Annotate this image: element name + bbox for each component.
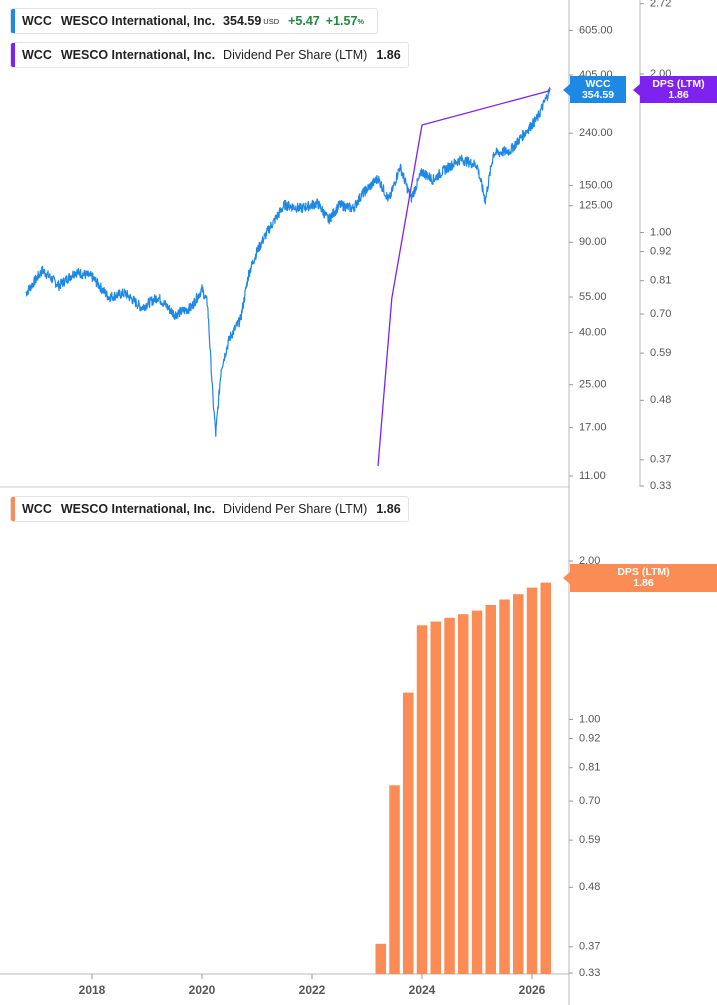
dps-bar[interactable] [513, 594, 524, 974]
bar-axis-label: 2.00 [579, 555, 600, 567]
dps-bottom-tag: DPS (LTM) 1.86 [570, 564, 717, 592]
bar-axis-label: 0.81 [579, 762, 600, 774]
dps-axis-label: 0.59 [650, 347, 671, 359]
legend-dps[interactable]: WCC WESCO International, Inc. Dividend P… [10, 42, 409, 68]
legend-bar[interactable]: WCC WESCO International, Inc. Dividend P… [10, 496, 409, 522]
time-axis-label: 2020 [189, 983, 216, 997]
legend-change-pct: +1.57 [325, 14, 358, 28]
legend-bar-company: WESCO International, Inc. [60, 502, 216, 516]
time-axis-label: 2024 [409, 983, 436, 997]
dps-bottom-tag-value: 1.86 [633, 577, 654, 589]
wcc-tag-value: 354.59 [581, 88, 615, 101]
legend-company: WESCO International, Inc. [60, 14, 216, 28]
dps-series-swatch [11, 43, 15, 67]
price-axis-label: 240.00 [579, 127, 613, 139]
legend-pct-sign: % [357, 16, 365, 26]
bar-axis-label: 0.33 [579, 967, 600, 979]
wcc-price-tag: WCC 354.59 [570, 76, 626, 103]
bar-series-swatch [11, 497, 15, 521]
dps-top-tag: DPS (LTM) 1.86 [640, 76, 717, 103]
dps-bar[interactable] [526, 587, 538, 974]
price-axis-label: 125.00 [579, 200, 613, 212]
dps-bar[interactable] [389, 785, 400, 974]
legend-bar-metric: Dividend Per Share (LTM) [223, 502, 368, 516]
bar-axis-label: 1.00 [579, 713, 600, 725]
wcc-tag-name: WCC [585, 77, 611, 90]
time-axis-label: 2022 [299, 983, 326, 997]
legend-price-value: 354.59 [223, 14, 262, 28]
wcc-price-line[interactable] [25, 87, 551, 437]
dps-bar[interactable] [444, 617, 455, 974]
bar-axis-label: 0.92 [579, 732, 600, 744]
dps-bar[interactable] [375, 943, 387, 974]
bar-axis-label: 0.37 [579, 941, 600, 953]
dps-bar[interactable] [540, 582, 552, 974]
price-axis-label: 11.00 [579, 470, 606, 482]
bar-axis-label: 0.48 [579, 881, 600, 893]
dps-bar[interactable] [471, 610, 483, 974]
price-axis-label: 90.00 [579, 236, 607, 248]
dps-tag-pointer [633, 84, 640, 96]
time-axis-label: 2018 [79, 983, 106, 997]
time-axis-label: 2026 [519, 983, 546, 997]
dps-axis-label: 1.00 [650, 226, 671, 238]
dps-bottom-tag-name: DPS (LTM) [617, 566, 670, 578]
price-axis-label: 150.00 [579, 179, 613, 191]
dps-bar[interactable] [458, 614, 469, 974]
dps-axis-label: 0.37 [650, 454, 671, 466]
price-axis-label: 55.00 [579, 291, 607, 303]
price-axis-label: 40.00 [579, 326, 607, 338]
dps-bar[interactable] [499, 599, 510, 975]
dps-axis-label: 2.72 [650, 0, 671, 10]
bar-axis-label: 0.70 [579, 795, 600, 807]
legend-bar-value: 1.86 [376, 502, 401, 516]
legend-ticker: WCC [22, 14, 52, 28]
legend-dps-company: WESCO International, Inc. [60, 48, 216, 62]
dps-bar[interactable] [430, 621, 442, 975]
bar-axis-label: 0.59 [579, 834, 600, 846]
dps-top-tag-value: 1.86 [668, 88, 689, 101]
legend-dps-ticker: WCC [22, 48, 52, 62]
dps-axis-label: 0.33 [650, 480, 671, 492]
legend-price[interactable]: WCC WESCO International, Inc. 354.59 USD… [10, 8, 379, 34]
legend-dps-metric: Dividend Per Share (LTM) [223, 48, 368, 62]
dps-bar[interactable] [403, 692, 414, 974]
dps-bar[interactable] [485, 605, 497, 974]
legend-currency: USD [263, 16, 280, 26]
dps-axis-label: 0.92 [650, 245, 671, 257]
wcc-tag-pointer [563, 84, 570, 96]
dps-line[interactable] [377, 89, 551, 467]
dps-axis-label: 0.70 [650, 308, 671, 320]
dps-bar[interactable] [416, 625, 428, 974]
dps-axis-label: 0.81 [650, 275, 671, 287]
bar-tag-pointer [563, 572, 570, 584]
price-series-swatch [11, 9, 15, 33]
legend-bar-ticker: WCC [22, 502, 52, 516]
price-axis-label: 17.00 [579, 421, 607, 433]
dps-axis-label: 0.48 [650, 394, 671, 406]
legend-change: +5.47 [288, 14, 320, 28]
price-axis-label: 605.00 [579, 24, 613, 36]
legend-dps-value: 1.86 [376, 48, 401, 62]
dps-top-tag-name: DPS (LTM) [652, 77, 705, 90]
price-axis-label: 25.00 [579, 379, 607, 391]
